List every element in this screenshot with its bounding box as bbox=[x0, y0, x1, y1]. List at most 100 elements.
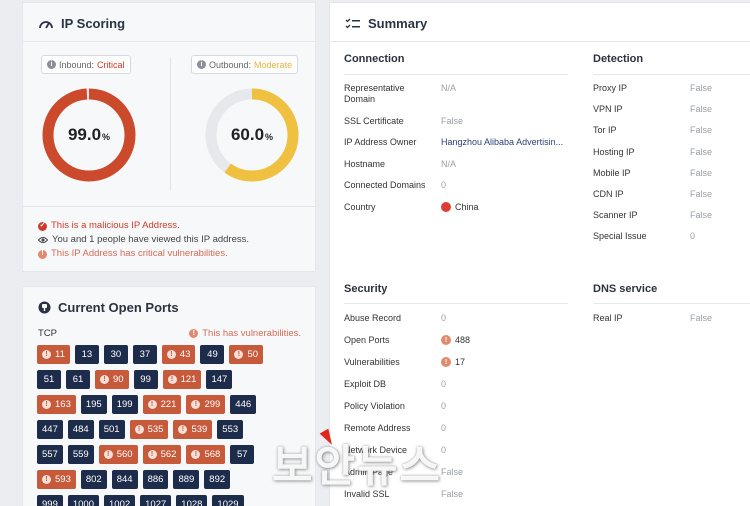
port-chip[interactable]: ! 593 bbox=[37, 470, 76, 489]
port-chip[interactable]: 999 bbox=[37, 495, 63, 506]
port-number: 51 bbox=[43, 374, 55, 385]
port-chip[interactable]: ! 562 bbox=[142, 445, 182, 464]
port-chip[interactable]: 1027 bbox=[140, 495, 172, 506]
open-ports-title: Current Open Ports bbox=[58, 300, 179, 315]
port-chip[interactable]: ! 535 bbox=[129, 420, 169, 439]
port-chip[interactable]: 147 bbox=[206, 370, 233, 389]
ports-row: ! 593 802 844 886 889 892 bbox=[37, 470, 307, 489]
port-chip[interactable]: 889 bbox=[173, 470, 200, 489]
china-flag-icon bbox=[441, 201, 451, 212]
summary-row-value: 0 bbox=[441, 180, 446, 190]
summary-row-value: 0 bbox=[441, 313, 446, 323]
port-chip[interactable]: 99 bbox=[133, 370, 158, 389]
port-number: 121 bbox=[180, 374, 197, 385]
port-chip[interactable]: 844 bbox=[111, 470, 138, 489]
port-chip[interactable]: ! 90 bbox=[95, 370, 129, 389]
port-chip[interactable]: 30 bbox=[103, 345, 128, 364]
info-icon: i bbox=[197, 60, 206, 69]
summary-row-value: N/A bbox=[441, 83, 456, 93]
summary-row-value: N/A bbox=[441, 159, 456, 169]
summary-row-value-text: Hangzhou Alibaba Advertisin... bbox=[441, 137, 564, 147]
info-icon: i bbox=[47, 60, 56, 69]
port-chip[interactable]: ! 560 bbox=[98, 445, 138, 464]
port-number: 447 bbox=[42, 424, 58, 435]
port-number: 1002 bbox=[109, 499, 131, 506]
port-number: 892 bbox=[209, 474, 226, 485]
port-chip[interactable]: ! 163 bbox=[37, 395, 76, 414]
port-chip[interactable]: 553 bbox=[217, 420, 244, 439]
port-chip[interactable]: ! 221 bbox=[142, 395, 182, 414]
alert-icon: ! bbox=[100, 375, 109, 384]
summary-row-value-text: False bbox=[690, 167, 713, 178]
summary-row-value-text: 0 bbox=[690, 231, 696, 242]
alert-icon: ! bbox=[147, 450, 157, 459]
summary-row-value: 0 bbox=[441, 401, 446, 411]
ports-row: 447 484 501 ! 535! 539 553 bbox=[37, 420, 307, 439]
port-number: 560 bbox=[116, 449, 133, 460]
port-chip[interactable]: ! 50 bbox=[229, 345, 264, 364]
eye-icon bbox=[38, 237, 48, 243]
divider bbox=[170, 57, 171, 191]
ports-row: 51 61! 90 99! 121 147 bbox=[37, 370, 307, 389]
summary-row-label: Country bbox=[344, 201, 376, 212]
alert-icon: ! bbox=[147, 400, 157, 409]
port-chip[interactable]: ! 11 bbox=[37, 345, 70, 364]
summary-panel: Summary Connection Detection Security DN… bbox=[329, 2, 750, 506]
port-chip[interactable]: 51 bbox=[37, 370, 61, 389]
port-chip[interactable]: 447 bbox=[37, 420, 63, 439]
port-chip[interactable]: 61 bbox=[66, 370, 90, 389]
port-chip[interactable]: ! 121 bbox=[162, 370, 202, 389]
port-number: 484 bbox=[72, 424, 89, 435]
alert-icon: ! bbox=[134, 425, 144, 434]
port-chip[interactable]: ! 539 bbox=[173, 420, 213, 439]
port-number: 562 bbox=[160, 449, 177, 460]
port-chip[interactable]: 802 bbox=[80, 470, 107, 489]
summary-row-value: False bbox=[690, 168, 712, 178]
port-chip[interactable]: ! 568 bbox=[186, 445, 226, 464]
summary-row-value: False bbox=[690, 104, 712, 114]
views-note-text: You and 1 people have viewed this IP add… bbox=[52, 234, 250, 245]
ports-row: 557 559! 560! 562! 568 57 bbox=[37, 445, 307, 464]
port-chip[interactable]: 1028 bbox=[176, 495, 208, 506]
ports-vuln-legend: ! This has vulnerabilities. bbox=[189, 328, 301, 339]
port-chip[interactable]: 13 bbox=[74, 345, 99, 364]
port-number: 802 bbox=[85, 474, 102, 485]
port-chip[interactable]: 57 bbox=[230, 445, 255, 464]
port-chip[interactable]: 1029 bbox=[212, 495, 244, 506]
port-chip[interactable]: 1002 bbox=[104, 495, 136, 506]
port-chip[interactable]: 559 bbox=[67, 445, 94, 464]
port-chip[interactable]: 195 bbox=[80, 395, 107, 414]
port-number: 13 bbox=[81, 349, 93, 360]
summary-row-value-text: False bbox=[441, 115, 464, 126]
port-chip[interactable]: 446 bbox=[230, 395, 257, 414]
ports-row: ! 11 13 30 37! 43 49! 50 bbox=[37, 345, 307, 364]
port-chip[interactable]: 501 bbox=[98, 420, 125, 439]
port-number: 221 bbox=[160, 399, 177, 410]
summary-row-value-text: False bbox=[690, 125, 713, 136]
summary-row-label: Scanner IP bbox=[593, 210, 638, 221]
port-number: 299 bbox=[204, 399, 221, 410]
inbound-badge: i Inbound: Critical bbox=[41, 55, 131, 74]
port-chip[interactable]: 1000 bbox=[67, 495, 99, 506]
port-number: 501 bbox=[103, 424, 120, 435]
summary-row-value-text: 0 bbox=[441, 401, 447, 411]
port-chip[interactable]: ! 43 bbox=[161, 345, 196, 364]
port-chip[interactable]: 557 bbox=[37, 445, 63, 464]
port-chip[interactable]: ! 299 bbox=[186, 395, 226, 414]
ip-scoring-header: IP Scoring bbox=[38, 16, 125, 31]
port-chip[interactable]: 886 bbox=[142, 470, 169, 489]
port-chip[interactable]: 484 bbox=[67, 420, 94, 439]
port-number: 43 bbox=[179, 349, 191, 360]
summary-row-label: Mobile IP bbox=[593, 167, 631, 178]
port-number: 553 bbox=[222, 424, 239, 435]
summary-row-value[interactable]: Hangzhou Alibaba Advertisin... bbox=[441, 137, 563, 147]
summary-row-label: Admin Page bbox=[344, 467, 394, 477]
port-chip[interactable]: 37 bbox=[132, 345, 157, 364]
summary-row-value: False bbox=[690, 189, 712, 199]
alert-icon: ! bbox=[441, 335, 451, 345]
summary-row-value-text: False bbox=[690, 83, 713, 93]
port-chip[interactable]: 892 bbox=[204, 470, 231, 489]
port-number: 147 bbox=[211, 374, 228, 385]
port-chip[interactable]: 199 bbox=[111, 395, 138, 414]
port-chip[interactable]: 49 bbox=[200, 345, 225, 364]
